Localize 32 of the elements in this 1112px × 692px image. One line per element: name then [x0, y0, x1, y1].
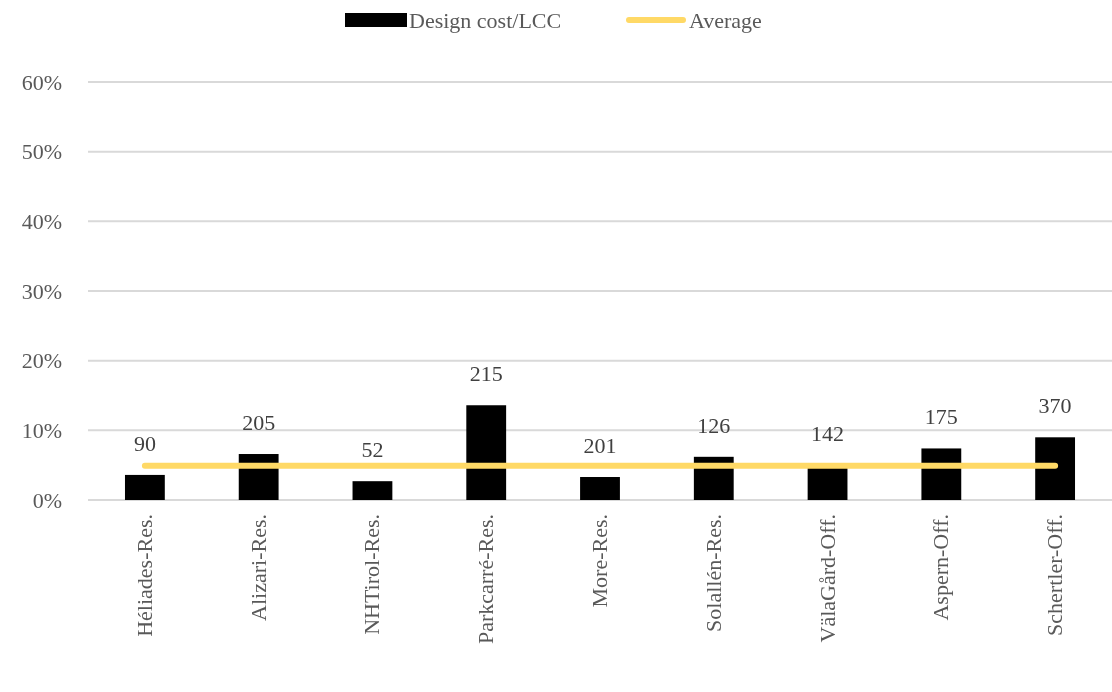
- x-tick-label: Aspern-Off.: [928, 514, 954, 621]
- x-tick-label: VälaGård-Off.: [814, 514, 840, 643]
- annotation: 201: [583, 433, 617, 459]
- annotation: 205: [242, 410, 276, 436]
- annotation: 90: [133, 430, 156, 456]
- y-tick-label: 60%: [21, 69, 62, 95]
- annotation: 175: [924, 404, 958, 430]
- legend-label: Design cost/LCC: [409, 7, 562, 33]
- y-tick-label: 0%: [32, 487, 62, 513]
- annotation: 215: [469, 361, 503, 387]
- annotation: 52: [361, 437, 384, 463]
- x-tick-label: Héliades-Res.: [131, 514, 157, 637]
- y-tick-label: 50%: [21, 139, 62, 165]
- x-tick-label: Schertler-Off.: [1042, 514, 1068, 636]
- annotation: 370: [1038, 393, 1072, 419]
- x-tick-label: Solallén-Res.: [700, 514, 726, 632]
- bar: [1035, 437, 1076, 500]
- y-tick-label: 20%: [21, 348, 62, 374]
- y-tick-label: 30%: [21, 278, 62, 304]
- x-tick-label: NHTirol-Res.: [359, 514, 385, 635]
- x-tick-label: More-Res.: [587, 514, 612, 608]
- bar: [124, 474, 165, 500]
- x-tick-label: Alizari-Res.: [245, 514, 271, 621]
- x-tick-label: Parkcarré-Res.: [473, 514, 499, 645]
- y-tick-label: 10%: [21, 418, 62, 444]
- legend-label: Average: [689, 7, 762, 33]
- annotation: 126: [697, 412, 731, 438]
- annotation: 142: [811, 421, 845, 447]
- y-tick-label: 40%: [21, 209, 62, 235]
- bar: [580, 477, 620, 500]
- bar: [352, 481, 393, 500]
- bar: [466, 405, 507, 500]
